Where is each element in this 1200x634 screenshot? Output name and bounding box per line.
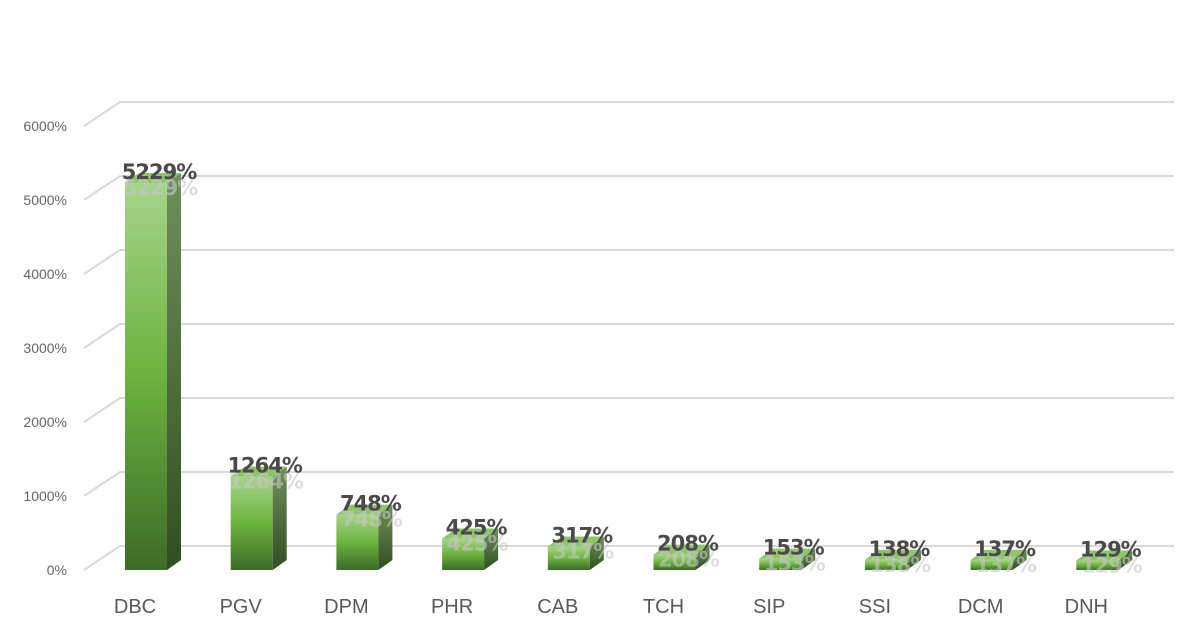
bar-front	[759, 558, 802, 570]
data-label: 5229%	[122, 160, 197, 184]
gridlines	[83, 101, 1174, 571]
data-label: 748%	[340, 492, 402, 516]
data-label: 1264%	[227, 453, 302, 477]
bar	[653, 544, 710, 570]
y-tick-label: 4000%	[23, 266, 67, 282]
data-label-shadow: 208%	[658, 548, 720, 572]
data-label-shadow: 153%	[764, 552, 826, 576]
x-tick-label: DPM	[324, 596, 368, 618]
gridline	[83, 323, 1174, 349]
y-axis-ticks: 0% 1000% 2000% 3000% 4000% 5000% 6000%	[23, 118, 67, 578]
bar-side	[906, 549, 921, 570]
bar-side	[1118, 550, 1133, 570]
x-tick-label: DBC	[114, 596, 156, 618]
bar-top	[653, 544, 710, 555]
bar-front	[125, 183, 167, 570]
data-label-shadow: 1264%	[228, 469, 303, 493]
bar	[336, 504, 393, 570]
y-tick-label: 2000%	[23, 414, 67, 430]
gridline	[83, 101, 1174, 127]
gridline	[83, 397, 1174, 423]
bar-top	[336, 504, 393, 515]
x-tick-label: SSI	[859, 596, 891, 618]
bar-front	[547, 546, 590, 570]
data-label: 425%	[446, 516, 508, 540]
bars	[125, 173, 1133, 570]
data-label: 317%	[551, 524, 613, 548]
y-tick-label: 3000%	[23, 340, 67, 356]
y-tick-label: 1000%	[23, 488, 67, 504]
bar	[759, 548, 816, 570]
x-tick-label: SIP	[753, 596, 785, 618]
bar	[125, 173, 181, 570]
x-tick-label: DCM	[958, 596, 1004, 618]
bar-side	[378, 504, 393, 570]
gridline	[83, 471, 1174, 497]
y-tick-label: 0%	[47, 562, 67, 578]
gridline	[83, 249, 1174, 275]
data-label: 129%	[1080, 537, 1142, 561]
bar-front	[653, 554, 696, 570]
bar-top	[759, 548, 816, 559]
bar-top	[230, 466, 287, 477]
data-label-shadow: 138%	[869, 553, 931, 577]
bar	[970, 549, 1027, 570]
x-axis-ticks: DBC PGV DPM PHR CAB TCH SIP SSI DCM DNH	[114, 596, 1108, 618]
data-label-shadow: 317%	[552, 540, 614, 564]
bar-front	[864, 559, 907, 570]
gridline	[83, 545, 1174, 571]
x-tick-label: PGV	[220, 596, 263, 618]
bar-front	[970, 559, 1013, 570]
x-tick-label: DNH	[1065, 596, 1108, 618]
bar-front	[230, 476, 273, 570]
x-tick-label: TCH	[643, 596, 684, 618]
bar	[230, 466, 287, 570]
bar-top	[864, 549, 921, 560]
data-label-shadow: 5229%	[123, 176, 198, 200]
data-label: 138%	[868, 537, 930, 561]
bar-front	[336, 514, 379, 570]
data-label-shadow: 748%	[341, 508, 403, 532]
y-tick-label: 6000%	[23, 118, 67, 134]
data-label: 153%	[763, 536, 825, 560]
bar	[547, 536, 604, 570]
data-label-shadow: 129%	[1081, 553, 1143, 577]
bar-side	[272, 466, 287, 570]
bar-top	[1076, 550, 1133, 561]
bar-side	[1012, 549, 1027, 570]
gridline	[83, 175, 1174, 201]
bar-front	[442, 538, 485, 570]
bar-side	[695, 544, 710, 570]
bar-side	[484, 528, 499, 570]
data-label: 137%	[974, 537, 1036, 561]
bar-top	[442, 528, 499, 539]
bar-side	[589, 536, 604, 570]
bar-top	[547, 536, 604, 547]
bar-top	[970, 549, 1027, 560]
bar	[864, 549, 921, 570]
data-labels: 5229%5229% 1264%1264% 748%748% 425%425% 317%…	[122, 160, 1144, 577]
bar	[1076, 550, 1133, 570]
data-label: 208%	[657, 532, 719, 556]
x-tick-label: CAB	[537, 596, 578, 618]
data-label-shadow: 425%	[447, 532, 509, 556]
bar	[442, 528, 499, 570]
bar-top	[125, 173, 181, 184]
y-tick-label: 5000%	[23, 192, 67, 208]
x-tick-label: PHR	[431, 596, 473, 618]
data-label-shadow: 137%	[975, 553, 1037, 577]
bar-front	[1076, 560, 1119, 570]
bar-side	[801, 548, 816, 570]
bar-side	[167, 173, 181, 570]
